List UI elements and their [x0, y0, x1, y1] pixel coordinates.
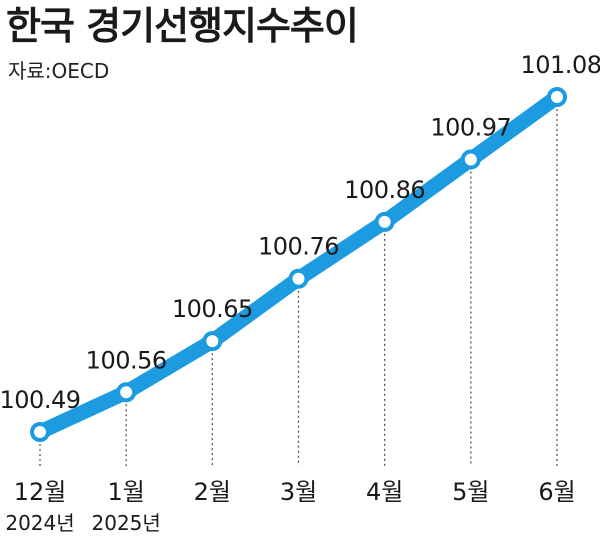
x-tick-label: 4월 — [366, 478, 403, 506]
x-tick-label: 2월 — [194, 478, 231, 506]
data-point — [547, 87, 567, 107]
data-point — [460, 149, 481, 170]
data-point — [288, 268, 309, 289]
data-point — [202, 331, 223, 352]
data-label: 100.86 — [344, 176, 425, 204]
chart-source: 자료:OECD — [8, 59, 110, 83]
x-tick-label: 5월 — [452, 478, 489, 506]
x-tick-label: 6월 — [538, 478, 575, 506]
data-point — [374, 211, 395, 232]
data-label: 100.76 — [258, 233, 339, 261]
data-label: 100.56 — [86, 346, 167, 374]
data-label: 100.65 — [172, 295, 253, 323]
x-tick-label: 12월 — [14, 478, 67, 506]
data-label: 100.49 — [0, 386, 80, 414]
data-point — [116, 382, 137, 403]
x-year-label: 2025년 — [92, 511, 161, 535]
x-year-label: 2024년 — [5, 511, 74, 535]
data-label: 101.08 — [521, 51, 600, 79]
chart-title: 한국 경기선행지수추이 — [6, 4, 359, 48]
x-tick-label: 3월 — [280, 478, 317, 506]
data-point — [30, 422, 50, 442]
x-tick-label: 1월 — [107, 478, 144, 506]
data-label: 100.97 — [430, 113, 511, 141]
